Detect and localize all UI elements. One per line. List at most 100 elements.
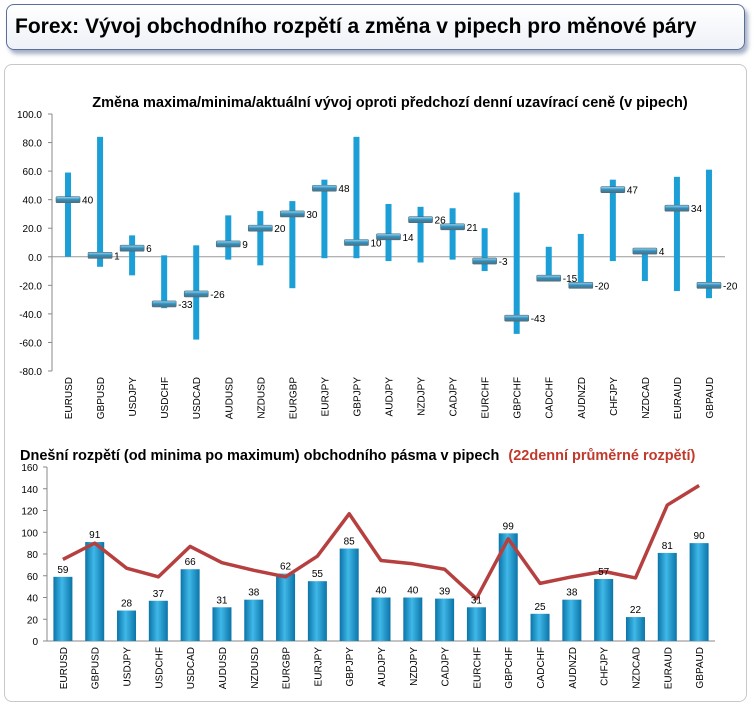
chart1-current-marker xyxy=(472,257,497,265)
chart1-current-marker xyxy=(87,252,113,259)
chart1-xtick-label: EURGBP xyxy=(288,377,299,420)
chart2-data-label: 25 xyxy=(534,602,546,613)
chart2-bar xyxy=(244,599,264,641)
chart1-xtick-label: CHFJPY xyxy=(609,377,620,416)
chart2-bar xyxy=(212,607,232,641)
chart1-range-bar xyxy=(545,246,552,282)
chart2-data-label: 39 xyxy=(439,587,451,598)
chart2-data-label: 22 xyxy=(630,605,642,616)
chart1-data-label: -15 xyxy=(563,274,578,285)
chart1-current-marker xyxy=(151,300,177,308)
chart1-range-bar xyxy=(129,235,136,276)
chart1-xtick-label: NZDUSD xyxy=(256,377,267,419)
chart2-ytick-label: 140 xyxy=(21,485,38,496)
chart2-data-label: 55 xyxy=(312,569,324,580)
chart2-data-label: 59 xyxy=(57,565,69,576)
chart1-range-bar xyxy=(705,169,712,299)
chart1-ytick-label: 20.0 xyxy=(23,224,43,235)
chart2-xtick-label: CHFJPY xyxy=(600,647,611,686)
chart2-data-label: 99 xyxy=(503,521,515,532)
chart2-xtick-label: GBPJPY xyxy=(345,647,356,687)
chart1-ytick-label: 60.0 xyxy=(23,167,43,178)
chart1-xtick-label: EURAUD xyxy=(673,377,684,419)
chart1-data-label: 1 xyxy=(114,251,120,262)
chart2-xtick-label: GBPCHF xyxy=(504,647,515,689)
chart2-bar xyxy=(498,533,518,641)
chart1-data-label: 4 xyxy=(659,247,665,258)
chart1-xtick-label: GBPAUD xyxy=(705,377,716,419)
chart2-data-label: 81 xyxy=(662,541,674,552)
chart1-xtick-label: USDJPY xyxy=(128,377,139,417)
chart2-data-label: 31 xyxy=(216,595,228,606)
chart1-range-bar xyxy=(225,215,232,260)
chart1-xtick-label: EURUSD xyxy=(64,377,75,419)
chart2-bar xyxy=(562,599,582,641)
chart1-range-bar xyxy=(257,211,264,266)
chart2-bar xyxy=(625,617,645,641)
chart1-range-bar xyxy=(385,203,392,262)
chart2-data-label: 38 xyxy=(248,588,260,599)
chart2-bar xyxy=(403,597,423,641)
chart2-xtick-label: USDCAD xyxy=(186,647,197,689)
chart2-xtick-label: CADJPY xyxy=(441,647,452,687)
chart1-ytick-label: 0.0 xyxy=(28,253,42,264)
chart1-data-label: 48 xyxy=(338,184,350,195)
chart1-xtick-label: AUDNZD xyxy=(577,377,588,419)
chart1-range-bar xyxy=(417,206,424,263)
chart1-data-label: -43 xyxy=(531,314,546,325)
chart1-xtick-label: EURJPY xyxy=(320,377,331,417)
chart1-ytick-label: -20.0 xyxy=(19,281,42,292)
chart2-data-label: 57 xyxy=(598,567,610,578)
chart2-bar xyxy=(85,542,105,641)
chart2-xtick-label: USDJPY xyxy=(123,647,134,687)
chart1-data-label: 6 xyxy=(146,244,152,255)
chart1-range-bar xyxy=(289,201,296,289)
chart2-bar xyxy=(657,552,677,641)
chart2-title-highlight: (22denní průměrné rozpětí) xyxy=(508,448,695,464)
chart1-xtick-label: GBPJPY xyxy=(352,377,363,417)
chart2-ytick-label: 40 xyxy=(27,594,39,605)
chart1-data-label: 47 xyxy=(627,186,639,197)
chart1-data-label: 26 xyxy=(435,216,447,227)
chart1-current-marker xyxy=(664,204,690,212)
chart2-data-label: 31 xyxy=(471,595,483,606)
chart2-bar xyxy=(276,573,296,641)
chart2-xtick-label: GBPUSD xyxy=(91,647,102,689)
chart2-data-label: 28 xyxy=(121,599,133,610)
chart1-data-label: 20 xyxy=(274,224,286,235)
chart2-average-line xyxy=(62,483,701,601)
chart2-bar xyxy=(530,613,550,641)
chart2-xtick-label: CADCHF xyxy=(536,647,547,689)
chart1-current-marker xyxy=(119,244,145,252)
chart1-ytick-label: 80.0 xyxy=(23,139,43,150)
chart1-ytick-label: -40.0 xyxy=(19,310,42,321)
chart1-data-label: 34 xyxy=(691,204,703,215)
chart2-bar xyxy=(689,543,709,641)
chart1-ytick-label: -80.0 xyxy=(19,367,42,378)
chart1-ytick-label: 100.0 xyxy=(17,110,42,121)
charts-panel xyxy=(4,64,747,702)
chart1-range-bar xyxy=(161,255,168,309)
chart1-current-marker xyxy=(215,240,241,248)
chart1-data-label: -20 xyxy=(595,281,610,292)
chart1-data-label: 10 xyxy=(370,239,382,250)
chart1-xtick-label: USDCAD xyxy=(192,377,203,419)
chart2-ytick-label: 0 xyxy=(32,637,38,648)
chart1-current-marker xyxy=(408,216,433,223)
chart1-xtick-label: CADJPY xyxy=(449,377,460,417)
chart2-xtick-label: NZDJPY xyxy=(409,647,420,686)
chart1-range-bar xyxy=(673,176,680,292)
chart2-bar xyxy=(180,569,200,641)
chart1-data-label: 30 xyxy=(306,210,318,221)
chart2-bar xyxy=(339,548,359,641)
chart1-current-marker xyxy=(280,210,305,218)
chart2-bar xyxy=(466,607,486,641)
chart1-data-label: 40 xyxy=(82,196,94,207)
chart2-data-label: 85 xyxy=(344,537,356,548)
chart2-data-label: 38 xyxy=(566,588,578,599)
page-title: Forex: Vývoj obchodního rozpětí a změna … xyxy=(15,15,697,38)
chart2-data-label: 90 xyxy=(694,531,706,542)
chart2-xtick-label: AUDNZD xyxy=(568,647,579,689)
chart2-xtick-label: EURUSD xyxy=(59,647,70,689)
chart2-xtick-label: USDCHF xyxy=(154,647,165,689)
